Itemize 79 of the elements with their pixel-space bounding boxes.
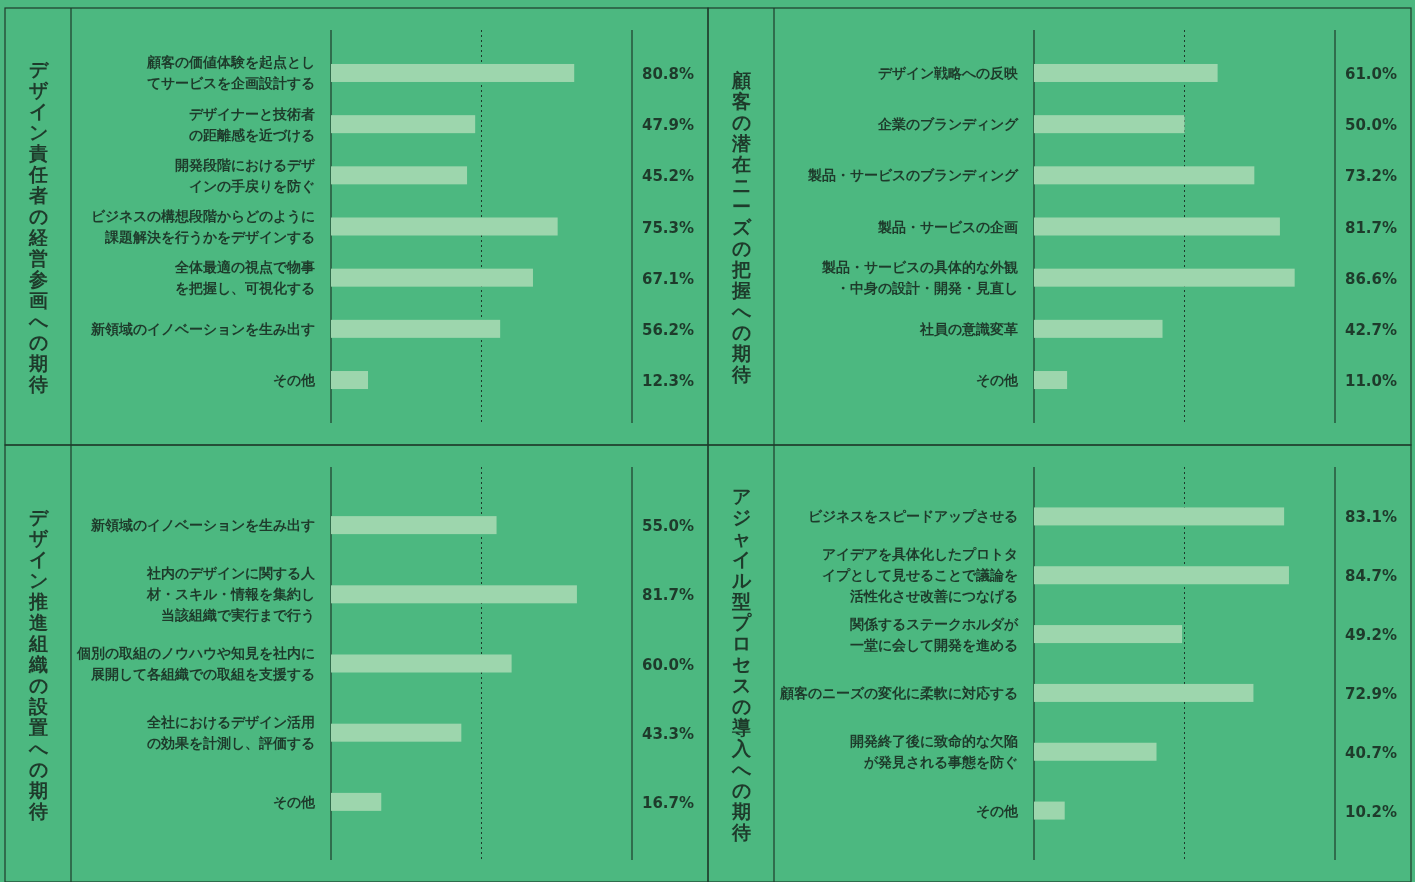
y-tick-label: 全社におけるデザイン活用の効果を計測し、評価する	[146, 714, 315, 752]
y-tick-label: 顧客の価値体験を起点としてサービスを企画設計する	[146, 54, 315, 92]
data-label: 56.2%	[642, 320, 695, 339]
y-tick-label: 関係するステークホルダが一堂に会して開発を進める	[850, 615, 1019, 653]
bar	[331, 371, 369, 390]
bar	[331, 268, 533, 287]
bar	[331, 319, 501, 338]
data-label: 43.3%	[642, 724, 695, 743]
bar	[331, 654, 512, 673]
data-label: 72.9%	[1345, 684, 1398, 703]
y-tick-label: 新領域のイノベーションを生み出す	[90, 320, 315, 337]
bar	[1034, 371, 1068, 390]
chart-title: アジャイル型プロセスの導入への期待	[731, 484, 751, 843]
data-label: 40.7%	[1345, 743, 1398, 762]
data-label: 16.7%	[642, 793, 695, 812]
bar	[331, 115, 476, 134]
data-label: 10.2%	[1345, 802, 1398, 821]
y-tick-label: その他	[976, 802, 1019, 819]
bar	[1034, 63, 1218, 82]
bar	[1034, 801, 1065, 820]
y-tick-label: 顧客のニーズの変化に柔軟に対応する	[779, 684, 1018, 701]
data-label: 61.0%	[1345, 64, 1398, 83]
y-tick-label: その他	[273, 793, 316, 810]
y-tick-label: 製品・サービスの企画	[877, 218, 1018, 235]
y-tick-label: 社員の意識変革	[919, 320, 1018, 337]
bar	[331, 723, 462, 742]
bar	[331, 585, 577, 604]
y-tick-label: 企業のブランディング	[877, 116, 1019, 133]
y-tick-label: 新領域のイノベーションを生み出す	[90, 517, 315, 534]
data-label: 80.8%	[642, 64, 695, 83]
data-label: 83.1%	[1345, 508, 1398, 527]
bar	[1034, 566, 1289, 585]
y-tick-label: 開発終了後に致命的な欠陥が発見される事態を防ぐ	[850, 733, 1018, 771]
bar	[331, 217, 558, 236]
bar	[331, 792, 382, 811]
chart-title: デザイン責任者の経営参画への期待	[28, 58, 48, 395]
y-tick-label: 製品・サービスのブランディング	[807, 167, 1019, 184]
data-label: 49.2%	[1345, 626, 1398, 645]
bar	[1034, 115, 1185, 134]
y-tick-label: 個別の取組のノウハウや知見を社内に展開して各組織での取組を支援する	[76, 645, 315, 682]
data-label: 50.0%	[1345, 116, 1398, 135]
data-label: 73.2%	[1345, 167, 1398, 186]
y-tick-label: ビジネスをスピードアップさせる	[808, 508, 1018, 525]
bar	[1034, 507, 1285, 526]
data-label: 67.1%	[642, 269, 695, 288]
y-tick-label: 製品・サービスの具体的な外観・中身の設計・開発・見直し	[821, 259, 1018, 297]
chart-title: デザイン推進組織の設置への期待	[28, 505, 48, 822]
data-label: 60.0%	[642, 655, 695, 674]
bar	[1034, 268, 1295, 287]
bar	[1034, 217, 1280, 236]
y-tick-label: その他	[273, 372, 316, 389]
data-label: 11.0%	[1345, 372, 1398, 391]
bar	[1034, 166, 1255, 185]
data-label: 81.7%	[642, 586, 695, 605]
data-label: 47.9%	[642, 116, 695, 135]
y-tick-label: アイデアを具体化したプロトタイプとして見せることで議論を活性化させ改善につなげる	[822, 546, 1018, 605]
data-label: 12.3%	[642, 372, 695, 391]
y-tick-label: ビジネスの構想段階からどのように課題解決を行うかをデザインする	[91, 208, 315, 245]
bar	[1034, 319, 1163, 338]
data-label: 75.3%	[642, 218, 695, 237]
y-tick-label: 全体最適の視点で物事を把握し、可視化する	[174, 259, 315, 297]
y-tick-label: 社内のデザインに関する人材・スキル・情報を集約し当該組織で実行まで行う	[146, 565, 316, 624]
chart-title: 顧客の潜在ニーズの把握への期待	[731, 68, 751, 385]
data-label: 42.7%	[1345, 320, 1398, 339]
y-tick-label: デザイン戦略への反映	[878, 64, 1019, 81]
data-label: 81.7%	[1345, 218, 1398, 237]
data-label: 55.0%	[642, 517, 695, 536]
bar	[1034, 683, 1254, 702]
y-tick-label: デザイナーと技術者の距離感を近づける	[189, 105, 315, 143]
data-label: 45.2%	[642, 167, 695, 186]
data-label: 86.6%	[1345, 269, 1398, 288]
bar	[1034, 625, 1183, 644]
bar	[331, 516, 497, 535]
bar	[1034, 742, 1157, 761]
y-tick-label: 開発段階におけるデザインの手戻りを防ぐ	[175, 156, 316, 194]
data-label: 84.7%	[1345, 567, 1398, 586]
y-tick-label: その他	[976, 372, 1019, 389]
bar	[331, 166, 468, 185]
bar	[331, 63, 575, 82]
